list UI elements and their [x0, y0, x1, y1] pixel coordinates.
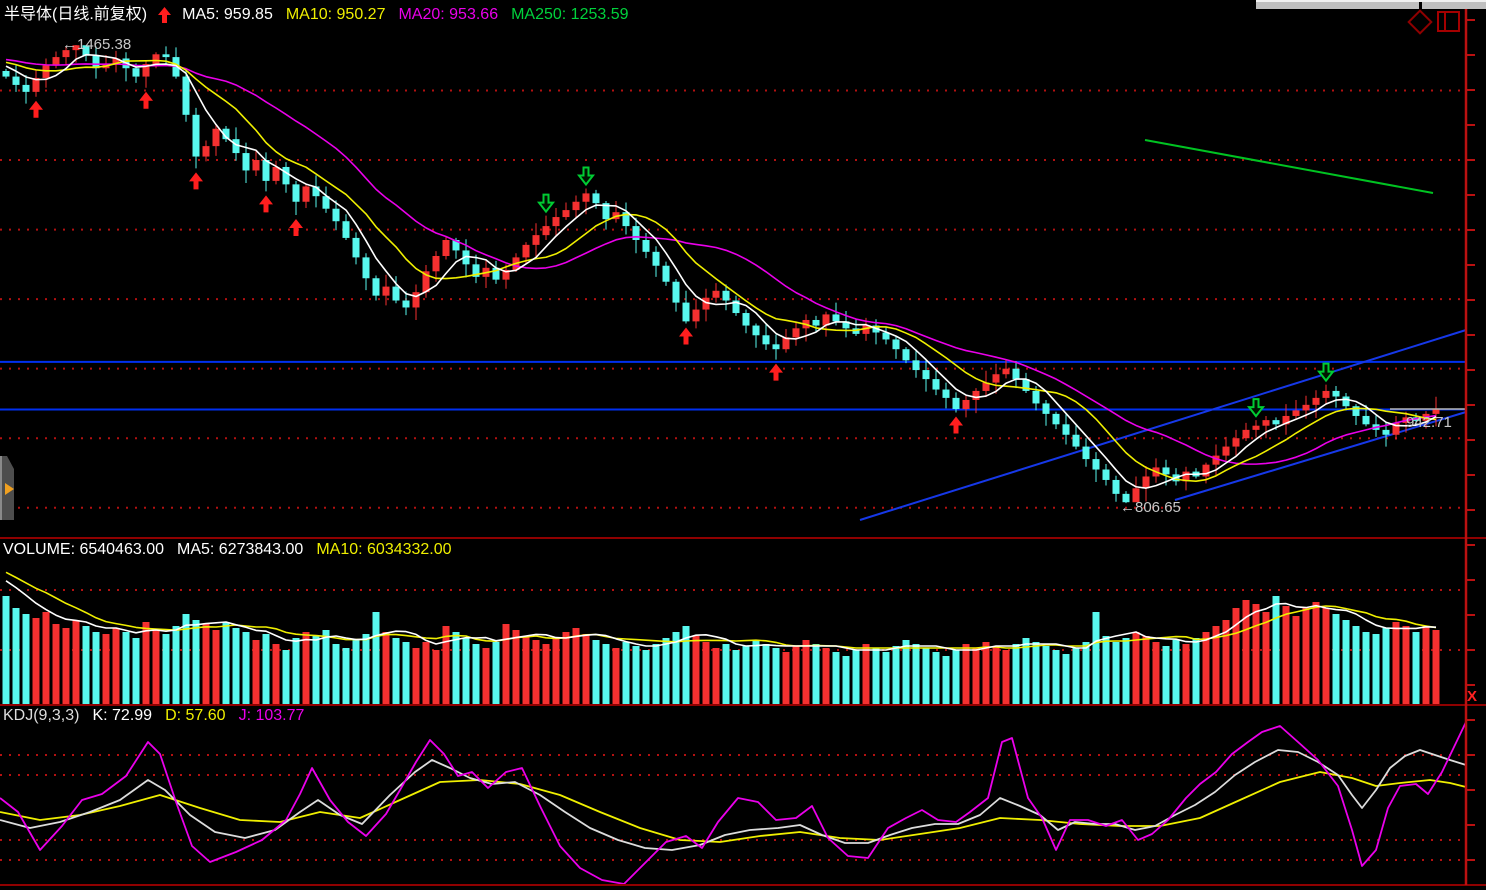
volume-value-label: VOLUME: 6540463.00 — [3, 541, 164, 558]
ma5-value-label: MA5: 959.85 — [182, 6, 273, 23]
strip-divider — [1419, 2, 1422, 11]
window-top-strip — [1256, 0, 1486, 11]
kdj-d-label: D: 57.60 — [165, 707, 226, 724]
kdj-j-label: J: 103.77 — [238, 707, 305, 724]
split-window-icon-bar — [1444, 13, 1446, 30]
last-price-label: 942.71 — [1406, 414, 1452, 431]
high-price-label: ←1465.38 — [62, 36, 132, 53]
sidebar-expand-handle[interactable] — [0, 456, 14, 520]
expand-arrow-icon — [5, 483, 14, 495]
volume-ma10-label: MA10: 6034332.00 — [316, 541, 452, 558]
panel-close-button[interactable]: X — [1467, 688, 1478, 705]
kdj-panel-header: KDJ(9,3,3) K: 72.99 D: 57.60 J: 103.77 — [3, 707, 304, 725]
chart-title: 半导体(日线.前复权) — [4, 6, 148, 23]
volume-panel-header: VOLUME: 6540463.00 MA5: 6273843.00 MA10:… — [3, 541, 452, 559]
ma20-value-label: MA20: 953.66 — [398, 6, 499, 23]
kdj-title-label: KDJ(9,3,3) — [3, 707, 80, 724]
low-price-label: ←806.65 — [1120, 499, 1181, 516]
split-window-icon[interactable] — [1437, 11, 1460, 32]
main-chart-header: 半导体(日线.前复权) MA5: 959.85 MA10: 950.27 MA2… — [4, 6, 629, 24]
up-arrow-icon — [158, 7, 172, 23]
ma250-value-label: MA250: 1253.59 — [511, 6, 629, 23]
kdj-k-label: K: 72.99 — [92, 707, 153, 724]
volume-ma5-label: MA5: 6273843.00 — [177, 541, 304, 558]
ma10-value-label: MA10: 950.27 — [285, 6, 386, 23]
